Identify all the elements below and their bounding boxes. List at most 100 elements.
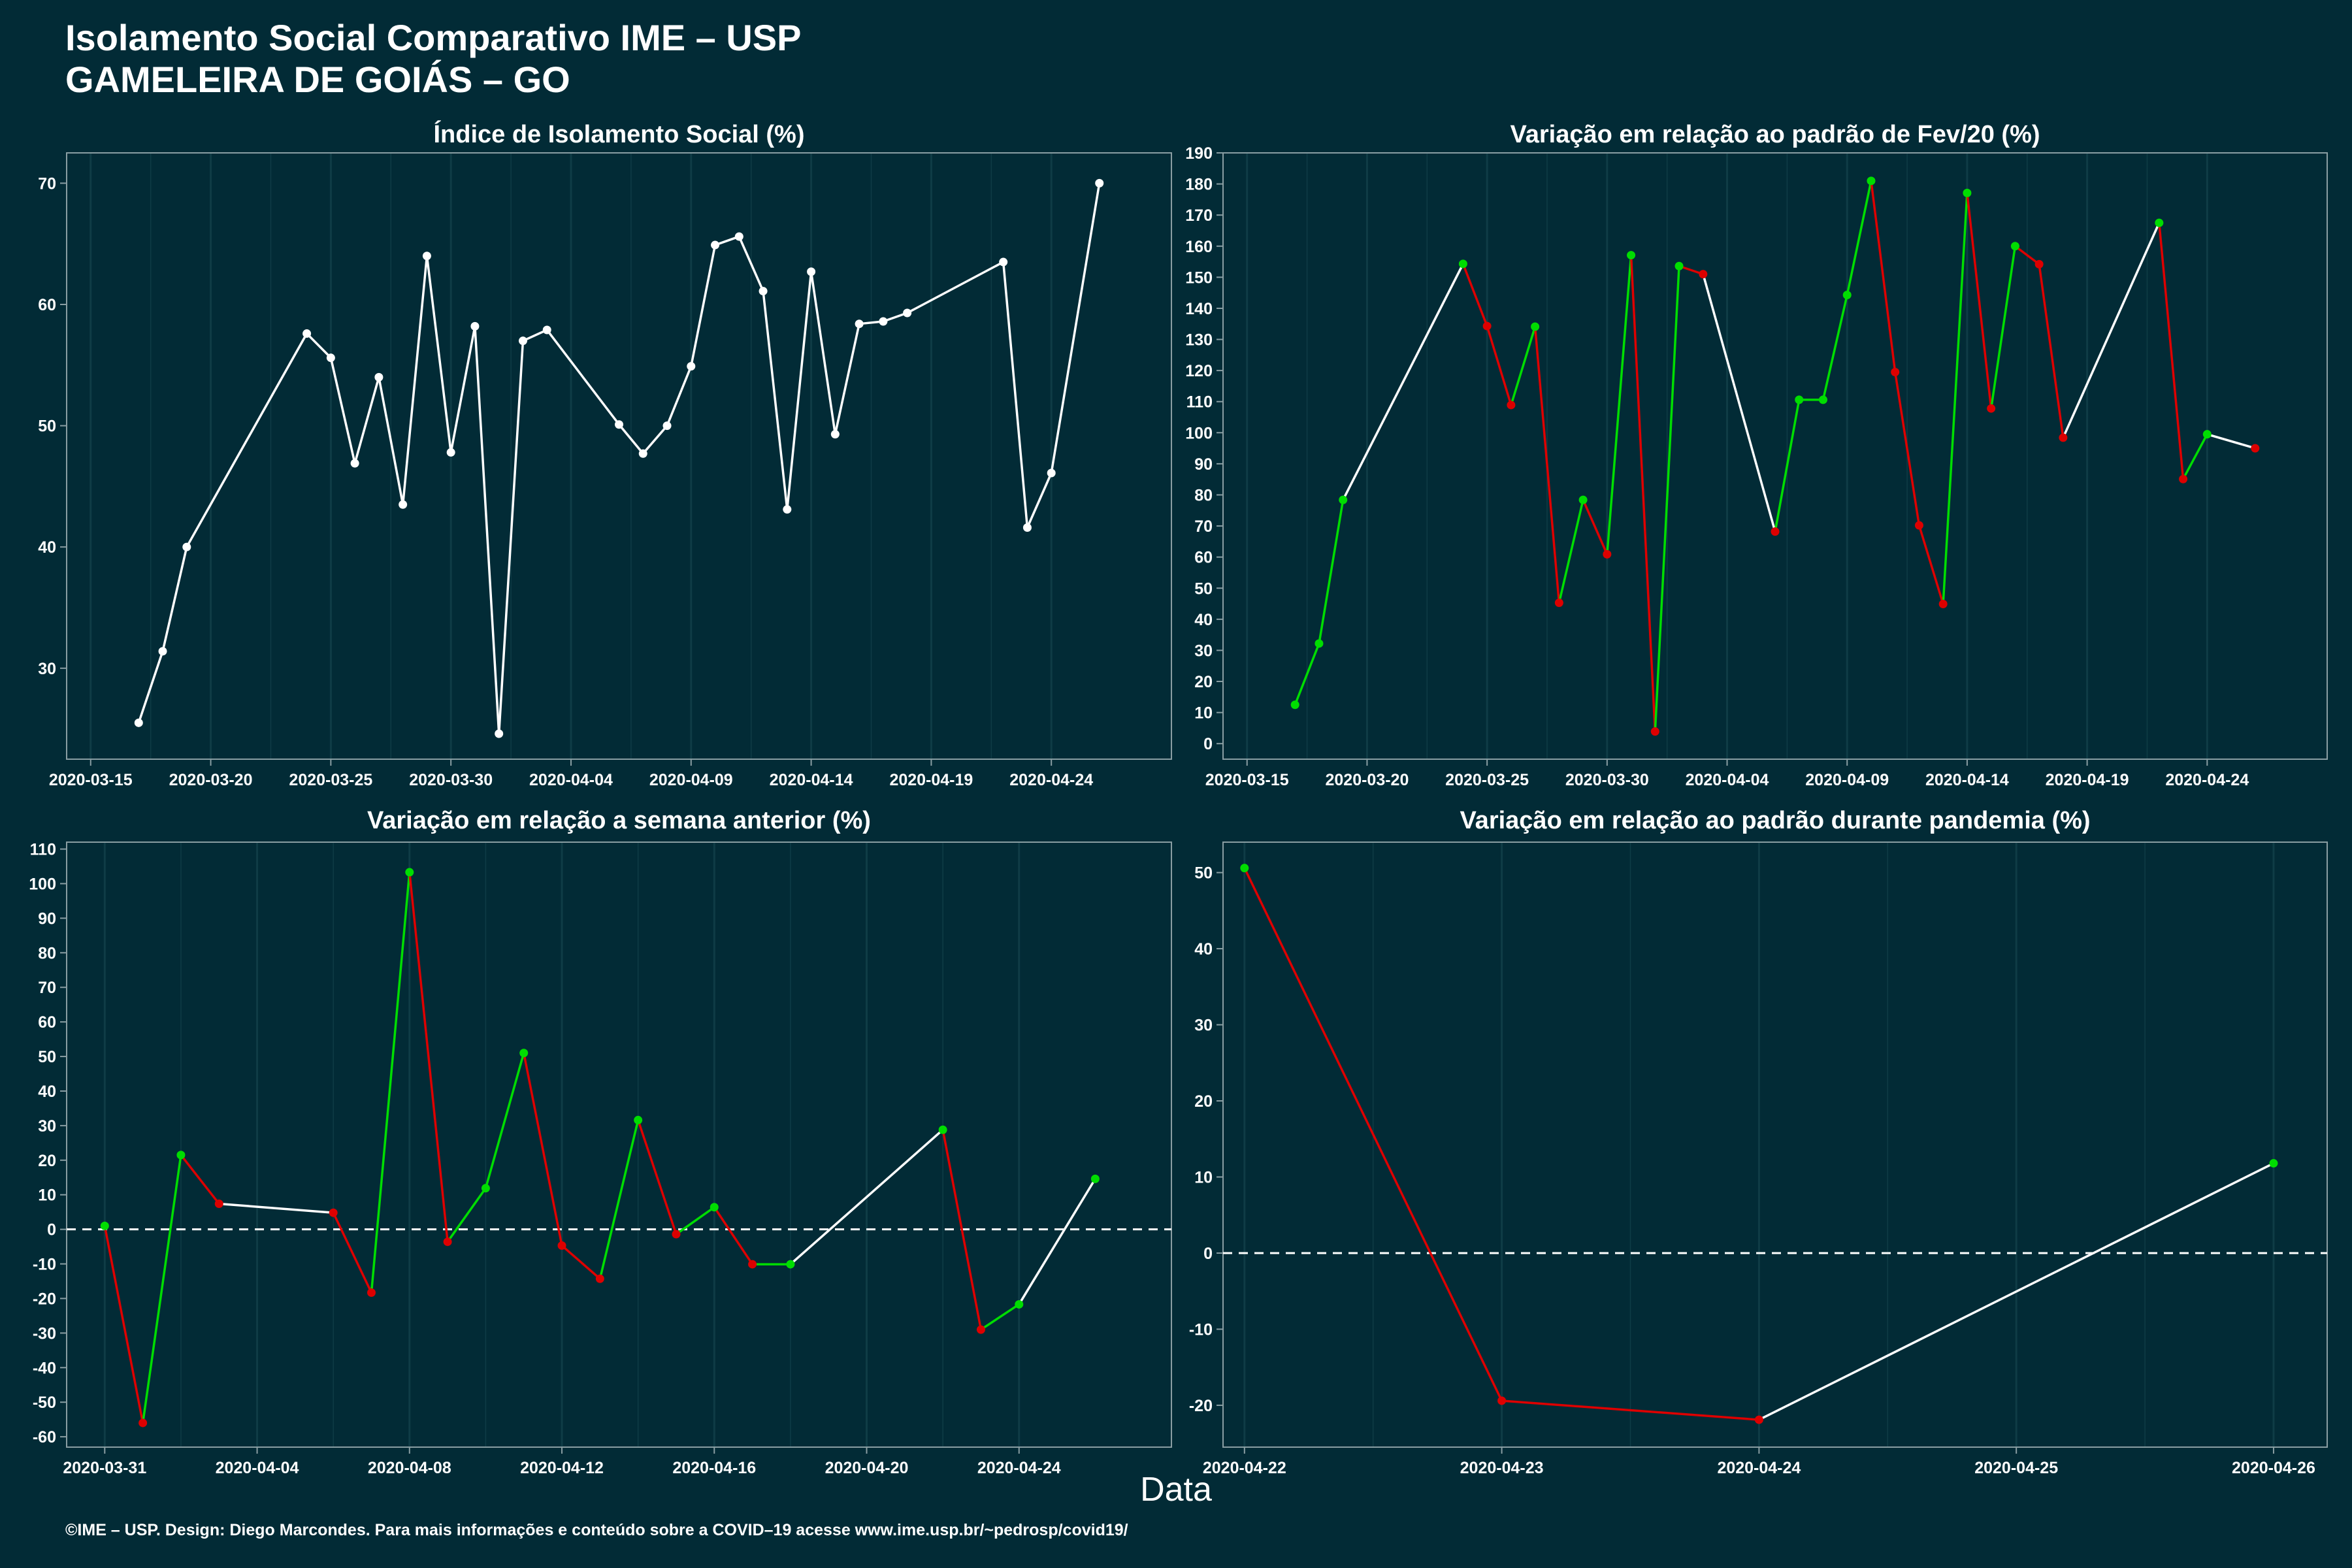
series-segment [1243, 866, 1503, 1402]
plot-border [66, 152, 1172, 760]
x-tick-label: 2020-04-26 [2232, 1459, 2315, 1477]
chart-title: Variação em relação ao padrão durante pa… [1460, 807, 2090, 834]
x-tick-label: 2020-03-20 [1325, 771, 1409, 789]
data-point [748, 1260, 757, 1269]
plot-area [67, 153, 1171, 759]
series-segment [636, 1119, 678, 1235]
y-tick-label: 20 [1194, 1092, 1213, 1111]
data-point [999, 257, 1008, 267]
y-tick-label: 0 [1203, 1245, 1213, 1263]
series-segment [561, 1244, 602, 1281]
series-segment [186, 332, 308, 548]
series-segment [1918, 524, 1944, 606]
data-point [481, 1184, 490, 1193]
data-point [329, 1208, 338, 1217]
data-point [176, 1151, 186, 1160]
series-segment [1893, 370, 1921, 527]
data-point [302, 329, 312, 338]
x-tick-label: 2020-04-04 [529, 771, 613, 789]
y-tick-label: -60 [33, 1428, 56, 1446]
data-point [1482, 321, 1492, 331]
series-segment [141, 1154, 182, 1424]
data-point [938, 1125, 947, 1134]
y-tick-label: 140 [1185, 300, 1213, 318]
series-segment [1558, 498, 1584, 604]
data-point [1891, 368, 1900, 377]
y-tick-label: 40 [1194, 940, 1213, 958]
series-segment [401, 255, 429, 506]
x-tick-label: 2020-04-14 [770, 771, 853, 789]
x-tick-label: 2020-03-15 [1205, 771, 1289, 789]
x-tick-label: 2020-04-09 [1805, 771, 1889, 789]
x-tick-label: 2020-04-16 [672, 1459, 756, 1477]
y-tick-label: -40 [33, 1359, 56, 1377]
series-segment [1341, 263, 1465, 501]
data-point [557, 1241, 566, 1250]
data-point [2155, 218, 2164, 227]
x-tick-label: 2020-04-24 [2165, 771, 2249, 789]
series-segment [675, 1206, 716, 1235]
chart-title: Variação em relação a semana anterior (%… [367, 807, 871, 834]
data-point [672, 1230, 681, 1239]
x-tick-label: 2020-04-24 [977, 1459, 1061, 1477]
x-tick-label: 2020-04-20 [825, 1459, 909, 1477]
y-tick-label: 110 [1186, 393, 1213, 412]
chart-variation-pandemic: Variação em relação ao padrão durante pa… [1189, 807, 2328, 1477]
series-segment [666, 365, 693, 427]
series-segment [690, 244, 717, 368]
footer-credit: ©IME – USP. Design: Diego Marcondes. Par… [65, 1521, 1128, 1539]
plot-area [67, 842, 1171, 1447]
series-segment [786, 270, 813, 511]
x-tick-label: 2020-04-14 [1925, 771, 2009, 789]
chart-variation-feb: Variação em relação ao padrão de Fev/20 … [1185, 121, 2328, 789]
y-tick-label: 50 [1194, 864, 1213, 883]
data-point [976, 1325, 985, 1334]
data-point [1650, 727, 1659, 736]
y-tick-label: 150 [1185, 269, 1213, 287]
series-segment [1654, 265, 1680, 733]
page-header: Isolamento Social Comparativo IME – USP … [65, 17, 802, 101]
data-point [855, 319, 864, 329]
data-point [662, 421, 672, 431]
series-segment [522, 1052, 563, 1247]
data-point [214, 1199, 223, 1208]
data-point [1047, 468, 1056, 478]
y-tick-label: 110 [30, 841, 56, 859]
y-tick-label: 40 [38, 1083, 56, 1101]
data-point [1290, 700, 1299, 710]
series-segment [2206, 433, 2257, 449]
series-segment [484, 1052, 525, 1190]
series-segment [1318, 498, 1345, 645]
data-point [1603, 549, 1612, 559]
series-segment [425, 255, 452, 454]
series-segment [180, 1154, 220, 1205]
data-point [2010, 242, 2019, 251]
y-tick-label: 30 [1194, 1017, 1213, 1035]
series-segment [1462, 263, 1488, 327]
series-segment [1846, 180, 1872, 297]
series-segment [546, 329, 621, 426]
data-point [518, 336, 527, 346]
series-segment [979, 1303, 1021, 1331]
y-tick-label: -30 [33, 1324, 56, 1343]
data-point [1090, 1174, 1100, 1183]
page-title: Isolamento Social Comparativo IME – USP [65, 17, 802, 58]
data-point [830, 430, 840, 439]
y-tick-label: 60 [1194, 549, 1213, 567]
y-tick-label: 0 [1203, 735, 1213, 753]
y-tick-label: 10 [1194, 704, 1213, 723]
series-segment [713, 1206, 754, 1266]
y-tick-label: 40 [38, 538, 56, 557]
series-segment [161, 546, 188, 653]
y-tick-label: 30 [38, 1117, 56, 1135]
data-point [2269, 1159, 2278, 1168]
y-tick-label: 0 [47, 1221, 56, 1239]
series-segment [474, 325, 500, 735]
y-tick-label: 60 [38, 1013, 56, 1032]
series-segment [1294, 642, 1320, 706]
data-point [2202, 430, 2212, 439]
plot-area [1223, 153, 2327, 759]
data-point [374, 372, 384, 382]
series-segment [305, 332, 333, 359]
data-point [446, 448, 455, 457]
